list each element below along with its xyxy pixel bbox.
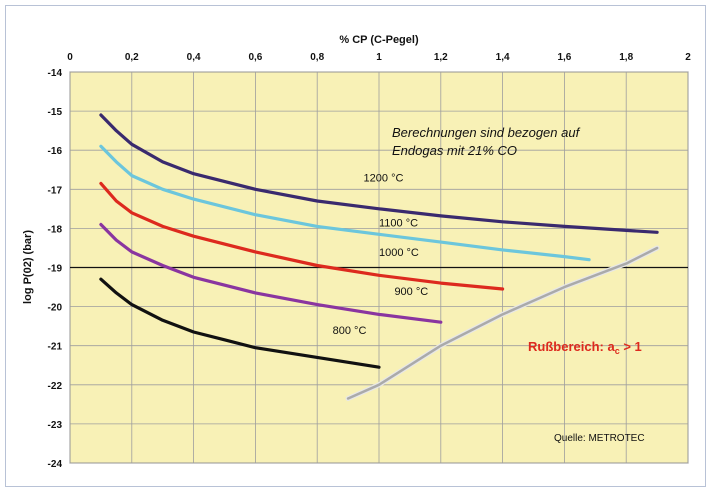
soot-region-label: Rußbereich: ac > 1 xyxy=(528,339,642,356)
soot-region-suffix: > 1 xyxy=(620,339,642,354)
x-tick-label: 0,4 xyxy=(187,52,201,63)
curve-label: 1200 °C xyxy=(364,172,404,184)
x-tick-label: 0,6 xyxy=(248,52,262,63)
soot-region-prefix: Rußbereich: a xyxy=(528,339,615,354)
curve-label: 1100 °C xyxy=(379,217,418,229)
source-label: Quelle: METROTEC xyxy=(554,433,645,444)
x-tick-label: 0 xyxy=(67,52,73,63)
y-tick-label: -23 xyxy=(48,420,63,431)
curve-label: 900 °C xyxy=(394,286,428,298)
note-line-2: Endogas mit 21% CO xyxy=(392,143,517,158)
y-tick-label: -17 xyxy=(48,185,63,196)
y-axis-title: log P(02) (bar) xyxy=(22,230,34,304)
y-tick-label: -24 xyxy=(48,459,63,470)
soot-boundary-line xyxy=(346,246,659,400)
x-tick-label: 1,2 xyxy=(434,52,448,63)
note-line-1: Berechnungen sind bezogen auf xyxy=(392,125,581,140)
y-tick-label: -18 xyxy=(48,224,63,235)
grid xyxy=(69,71,689,464)
series-line xyxy=(99,277,381,369)
x-tick-label: 0,8 xyxy=(310,52,324,63)
y-tick-label: -20 xyxy=(48,303,63,314)
x-tick-label: 1 xyxy=(376,52,382,63)
y-tick-label: -22 xyxy=(48,381,63,392)
x-tick-label: 2 xyxy=(685,52,691,63)
tick-labels: 0 0,2 0,4 0,6 0,8 1 1,2 1,4 1,6 1,8 2 -14 -15 -16 -17 -… xyxy=(48,52,692,470)
series-line xyxy=(99,144,591,262)
x-tick-label: 1,8 xyxy=(619,52,633,63)
soot-region-sub: c xyxy=(615,346,620,356)
x-tick-label: 1,4 xyxy=(496,52,510,63)
chart-frame xyxy=(5,5,706,487)
y-tick-label: -19 xyxy=(48,264,63,275)
series-line xyxy=(99,222,443,324)
y-tick-label: -14 xyxy=(48,68,63,79)
x-axis-title: % CP (C-Pegel) xyxy=(339,34,419,46)
curve-label: 800 °C xyxy=(333,325,367,337)
y-tick-label: -15 xyxy=(48,107,63,118)
series-line xyxy=(99,181,505,291)
y-tick-label: -21 xyxy=(48,342,63,353)
series-line xyxy=(99,113,659,234)
series-lines xyxy=(99,113,660,401)
curve-label: 1000 °C xyxy=(379,247,419,259)
y-tick-label: -16 xyxy=(48,146,63,157)
x-tick-label: 0,2 xyxy=(125,52,139,63)
curve-labels: 1200 °C 1100 °C 1000 °C 900 °C 800 °C xyxy=(333,172,429,336)
x-tick-label: 1,6 xyxy=(557,52,571,63)
